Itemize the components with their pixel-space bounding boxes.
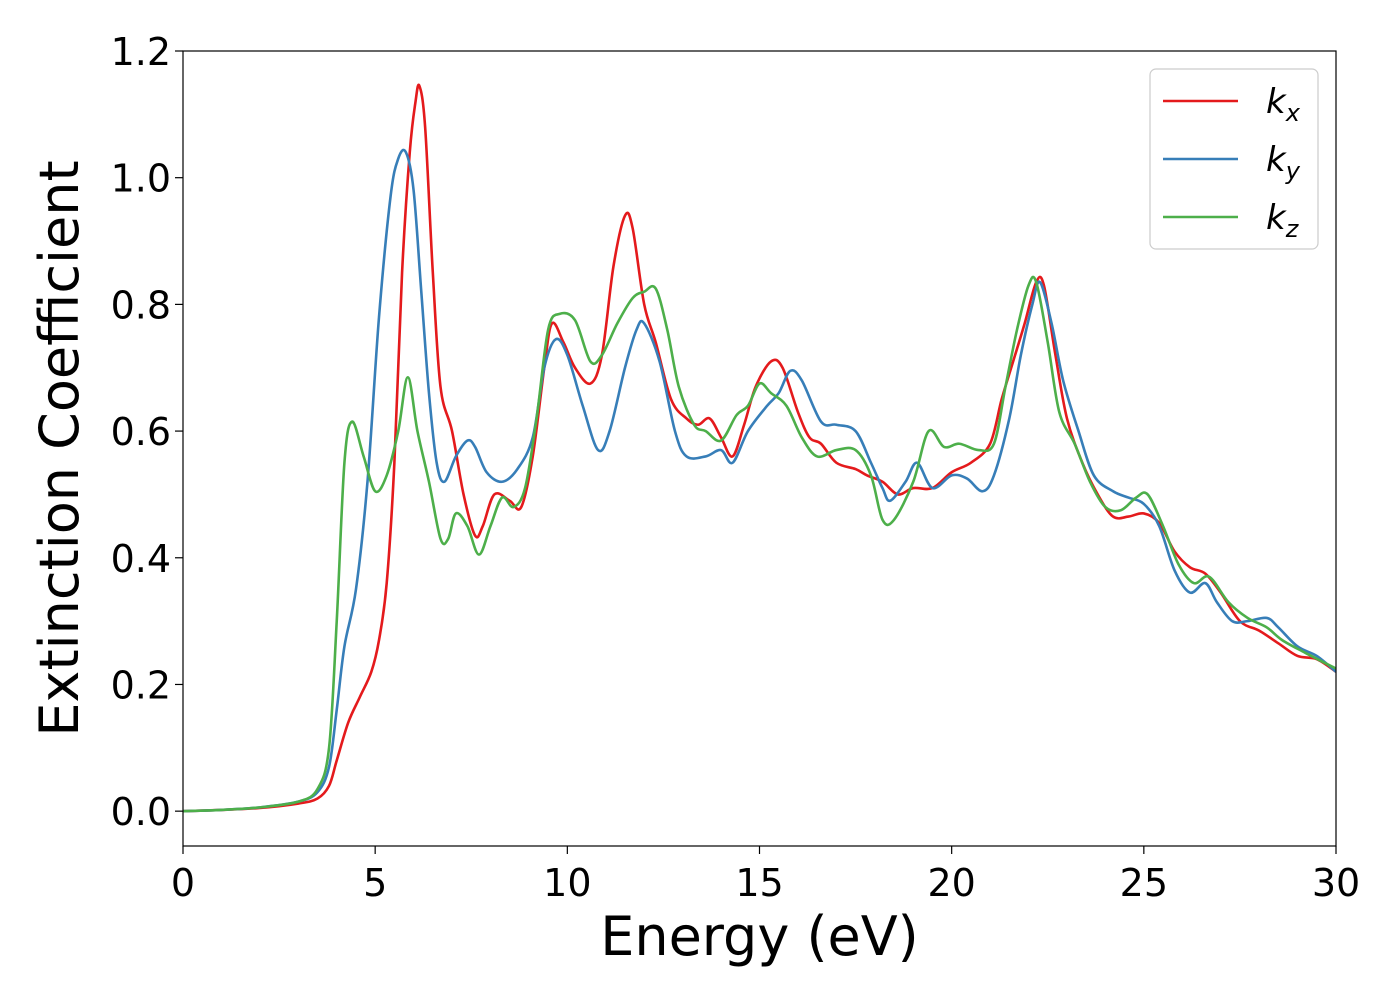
- y-tick-label: 1.2: [111, 30, 171, 74]
- legend-label-ky: ky: [1266, 140, 1301, 185]
- y-axis: 0.0 0.2 0.4 0.6 0.8 1.0 1.2: [111, 30, 183, 834]
- y-tick-label: 0.4: [111, 537, 171, 581]
- x-axis: 0 5 10 15 20 25 30: [171, 846, 1360, 905]
- x-tick-label: 15: [735, 861, 783, 905]
- x-tick-label: 0: [171, 861, 195, 905]
- series-line-kz: [183, 275, 1336, 813]
- legend-label-kz: kz: [1266, 198, 1300, 243]
- plot-area: [183, 51, 1336, 846]
- x-tick-label: 5: [363, 861, 387, 905]
- y-tick-label: 0.6: [111, 410, 171, 454]
- y-tick-label: 0.0: [111, 790, 171, 834]
- series-line-ky: [183, 148, 1336, 813]
- x-tick-label: 20: [927, 861, 975, 905]
- y-tick-label: 0.2: [111, 663, 171, 707]
- legend-label-kx: kx: [1266, 82, 1301, 127]
- legend: kx ky kz: [1149, 68, 1319, 250]
- x-axis-label: Energy (eV): [600, 905, 919, 968]
- y-axis-label: Extinction Coefficient: [28, 160, 91, 736]
- x-tick-label: 25: [1120, 861, 1168, 905]
- y-tick-label: 0.8: [111, 283, 171, 327]
- y-tick-label: 1.0: [111, 157, 171, 201]
- series-layer: [183, 83, 1336, 813]
- x-tick-label: 10: [543, 861, 591, 905]
- x-tick-label: 30: [1312, 861, 1360, 905]
